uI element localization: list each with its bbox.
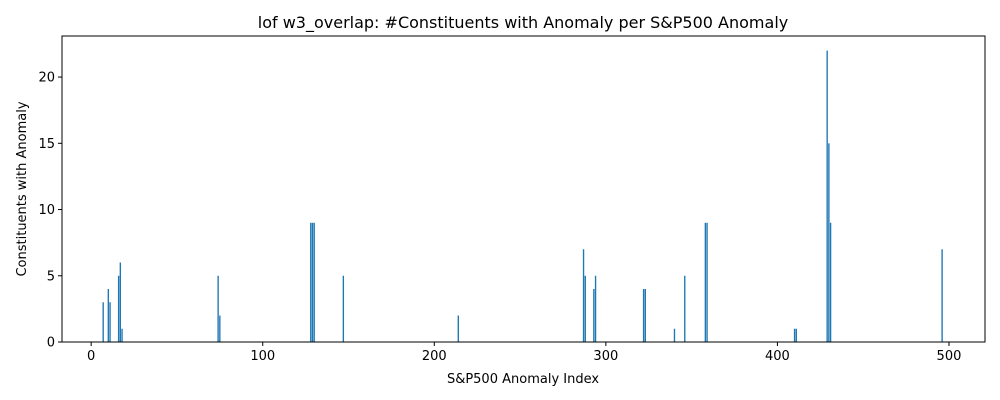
bar-17 (119, 262, 122, 342)
bar-128 (310, 222, 312, 342)
bar-294 (594, 275, 597, 342)
bar-287 (582, 249, 585, 342)
bar-7 (102, 302, 104, 342)
bar-323 (644, 289, 646, 342)
y-tick-label: 10 (38, 203, 55, 218)
bar-18 (121, 328, 123, 342)
bar-10 (107, 289, 110, 342)
y-tick-label: 0 (47, 336, 55, 351)
bar-293 (593, 289, 595, 342)
x-ticks-group: 0 100 200 300 400 500 (87, 342, 961, 364)
bars-group (102, 50, 943, 342)
bar-431 (829, 222, 832, 342)
bar-358 (704, 222, 707, 342)
bar-410 (793, 328, 796, 342)
x-tick-label: 300 (593, 349, 618, 364)
x-tick-label: 100 (250, 349, 275, 364)
x-tick-label: 200 (422, 349, 447, 364)
bar-322 (642, 289, 645, 342)
bar-288 (584, 275, 586, 342)
y-ticks-group: 0 5 10 15 20 (38, 71, 62, 351)
bar-496 (941, 249, 943, 342)
x-tick-label: 400 (765, 349, 790, 364)
x-tick-label: 0 (87, 349, 95, 364)
bar-75 (219, 315, 221, 342)
bar-340 (673, 328, 676, 342)
x-tick-label: 500 (937, 349, 962, 364)
bar-429 (826, 50, 828, 342)
bar-430 (828, 143, 830, 342)
y-axis-label: Constituents with Anomaly (15, 101, 30, 276)
y-tick-label: 20 (38, 71, 55, 86)
bar-346 (684, 275, 686, 342)
y-tick-label: 15 (38, 137, 55, 152)
bar-147 (342, 275, 345, 342)
bar-74 (217, 275, 219, 342)
x-axis-label: S&P500 Anomaly Index (447, 372, 599, 387)
bar-16 (117, 275, 120, 342)
bar-214 (457, 315, 459, 342)
bar-129 (311, 222, 314, 342)
y-tick-label: 5 (47, 269, 55, 284)
bar-130 (313, 222, 315, 342)
bar-359 (706, 222, 708, 342)
chart-title: lof w3_overlap: #Constituents with Anoma… (258, 13, 788, 33)
bar-411 (795, 328, 797, 342)
bar-11 (109, 302, 111, 342)
plot-frame (61, 35, 986, 343)
